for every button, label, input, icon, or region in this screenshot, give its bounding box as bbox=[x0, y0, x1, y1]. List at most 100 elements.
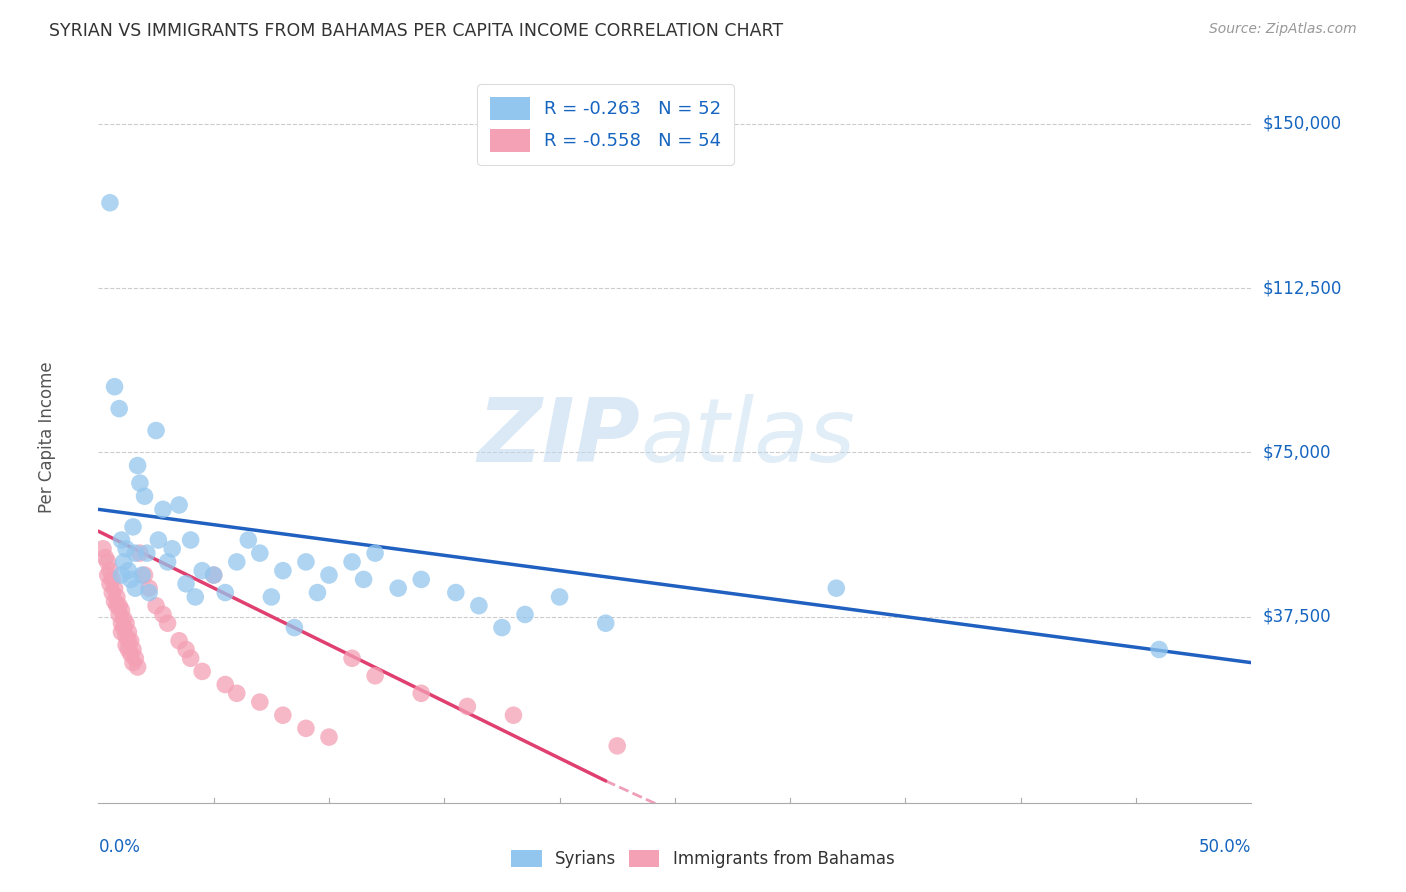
Text: $112,500: $112,500 bbox=[1263, 279, 1341, 297]
Point bbox=[94, 550, 117, 565]
Point bbox=[112, 555, 135, 569]
Point bbox=[174, 642, 197, 657]
Point bbox=[108, 607, 131, 622]
Point bbox=[180, 651, 202, 665]
Point bbox=[271, 564, 294, 578]
Point bbox=[122, 520, 145, 534]
Point bbox=[295, 722, 318, 736]
Text: $75,000: $75,000 bbox=[1263, 443, 1331, 461]
Point bbox=[283, 621, 305, 635]
Point bbox=[97, 555, 120, 569]
Point bbox=[108, 401, 131, 416]
Point bbox=[117, 625, 139, 640]
Point bbox=[145, 599, 167, 613]
Point bbox=[225, 555, 247, 569]
Point bbox=[595, 616, 617, 631]
Point bbox=[110, 616, 132, 631]
Point bbox=[115, 629, 138, 643]
Point bbox=[110, 533, 132, 547]
Point bbox=[548, 590, 571, 604]
Text: $150,000: $150,000 bbox=[1263, 115, 1341, 133]
Text: 0.0%: 0.0% bbox=[98, 838, 141, 855]
Legend: R = -0.263   N = 52, R = -0.558   N = 54: R = -0.263 N = 52, R = -0.558 N = 54 bbox=[478, 84, 734, 165]
Point bbox=[124, 546, 146, 560]
Point bbox=[138, 585, 160, 599]
Point bbox=[131, 568, 153, 582]
Point bbox=[825, 581, 848, 595]
Point bbox=[225, 686, 247, 700]
Point bbox=[103, 380, 125, 394]
Point bbox=[120, 573, 142, 587]
Point bbox=[152, 502, 174, 516]
Point bbox=[387, 581, 409, 595]
Point bbox=[184, 590, 207, 604]
Point bbox=[156, 616, 179, 631]
Point bbox=[108, 599, 131, 613]
Point bbox=[456, 699, 478, 714]
Point bbox=[127, 458, 149, 473]
Point bbox=[340, 555, 363, 569]
Point bbox=[202, 568, 225, 582]
Point bbox=[117, 642, 139, 657]
Point bbox=[122, 656, 145, 670]
Point bbox=[167, 498, 190, 512]
Point bbox=[117, 564, 139, 578]
Point bbox=[105, 590, 128, 604]
Point bbox=[191, 564, 214, 578]
Point bbox=[180, 533, 202, 547]
Point bbox=[97, 568, 120, 582]
Point bbox=[318, 568, 340, 582]
Text: atlas: atlas bbox=[640, 394, 855, 480]
Point bbox=[115, 638, 138, 652]
Point bbox=[468, 599, 491, 613]
Point bbox=[249, 546, 271, 560]
Point bbox=[148, 533, 170, 547]
Point bbox=[122, 642, 145, 657]
Point bbox=[117, 633, 139, 648]
Point bbox=[145, 424, 167, 438]
Point bbox=[152, 607, 174, 622]
Point bbox=[124, 581, 146, 595]
Point bbox=[214, 677, 236, 691]
Point bbox=[174, 576, 197, 591]
Point bbox=[101, 585, 124, 599]
Point bbox=[91, 541, 114, 556]
Point bbox=[307, 585, 329, 599]
Text: $37,500: $37,500 bbox=[1263, 607, 1331, 625]
Point bbox=[160, 541, 183, 556]
Text: Source: ZipAtlas.com: Source: ZipAtlas.com bbox=[1209, 22, 1357, 37]
Point bbox=[491, 621, 513, 635]
Point bbox=[115, 541, 138, 556]
Point bbox=[167, 633, 190, 648]
Point bbox=[127, 660, 149, 674]
Point bbox=[364, 669, 387, 683]
Text: SYRIAN VS IMMIGRANTS FROM BAHAMAS PER CAPITA INCOME CORRELATION CHART: SYRIAN VS IMMIGRANTS FROM BAHAMAS PER CA… bbox=[49, 22, 783, 40]
Point bbox=[502, 708, 524, 723]
Point bbox=[340, 651, 363, 665]
Point bbox=[318, 730, 340, 744]
Point bbox=[135, 546, 157, 560]
Point bbox=[103, 594, 125, 608]
Point bbox=[112, 612, 135, 626]
Point bbox=[202, 568, 225, 582]
Point bbox=[513, 607, 536, 622]
Point bbox=[411, 573, 433, 587]
Point bbox=[129, 546, 152, 560]
Point bbox=[110, 625, 132, 640]
Legend: Syrians, Immigrants from Bahamas: Syrians, Immigrants from Bahamas bbox=[505, 843, 901, 875]
Point bbox=[98, 195, 121, 210]
Point bbox=[105, 599, 128, 613]
Point bbox=[120, 647, 142, 661]
Point bbox=[138, 581, 160, 595]
Point bbox=[364, 546, 387, 560]
Point bbox=[249, 695, 271, 709]
Point bbox=[214, 585, 236, 599]
Point bbox=[191, 665, 214, 679]
Point bbox=[1147, 642, 1170, 657]
Point bbox=[112, 621, 135, 635]
Point bbox=[606, 739, 628, 753]
Point bbox=[110, 603, 132, 617]
Point bbox=[295, 555, 318, 569]
Point bbox=[103, 581, 125, 595]
Point bbox=[260, 590, 283, 604]
